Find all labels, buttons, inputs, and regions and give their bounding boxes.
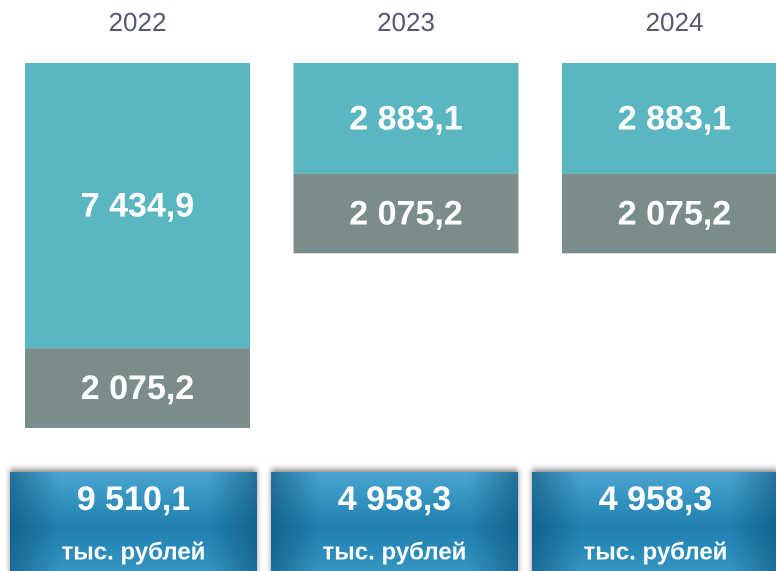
value-label: 7 434,9 xyxy=(81,187,194,225)
total-box-shade xyxy=(532,472,776,571)
bar-segment xyxy=(562,63,776,174)
total-label: 4 958,3 xyxy=(599,480,712,518)
value-label: 2 883,1 xyxy=(618,99,731,137)
bar-segment xyxy=(25,348,250,428)
unit-label: тыс. рублей xyxy=(584,538,728,565)
value-label: 2 883,1 xyxy=(349,99,462,137)
unit-label: тыс. рублей xyxy=(62,538,206,565)
bar-segment xyxy=(293,63,519,174)
total-label: 9 510,1 xyxy=(77,480,190,518)
total-box-shade xyxy=(10,472,257,571)
total-box-shade xyxy=(271,472,518,571)
bar-segment xyxy=(293,173,519,254)
bar-segment xyxy=(25,63,250,349)
year-label: 2022 xyxy=(109,7,167,37)
value-label: 2 075,2 xyxy=(81,369,194,407)
value-label: 2 075,2 xyxy=(349,194,462,232)
unit-label: тыс. рублей xyxy=(323,538,467,565)
bar-segment xyxy=(562,173,776,254)
year-label: 2024 xyxy=(646,7,704,37)
year-label: 2023 xyxy=(377,7,435,37)
total-label: 4 958,3 xyxy=(338,480,451,518)
value-label: 2 075,2 xyxy=(618,194,731,232)
